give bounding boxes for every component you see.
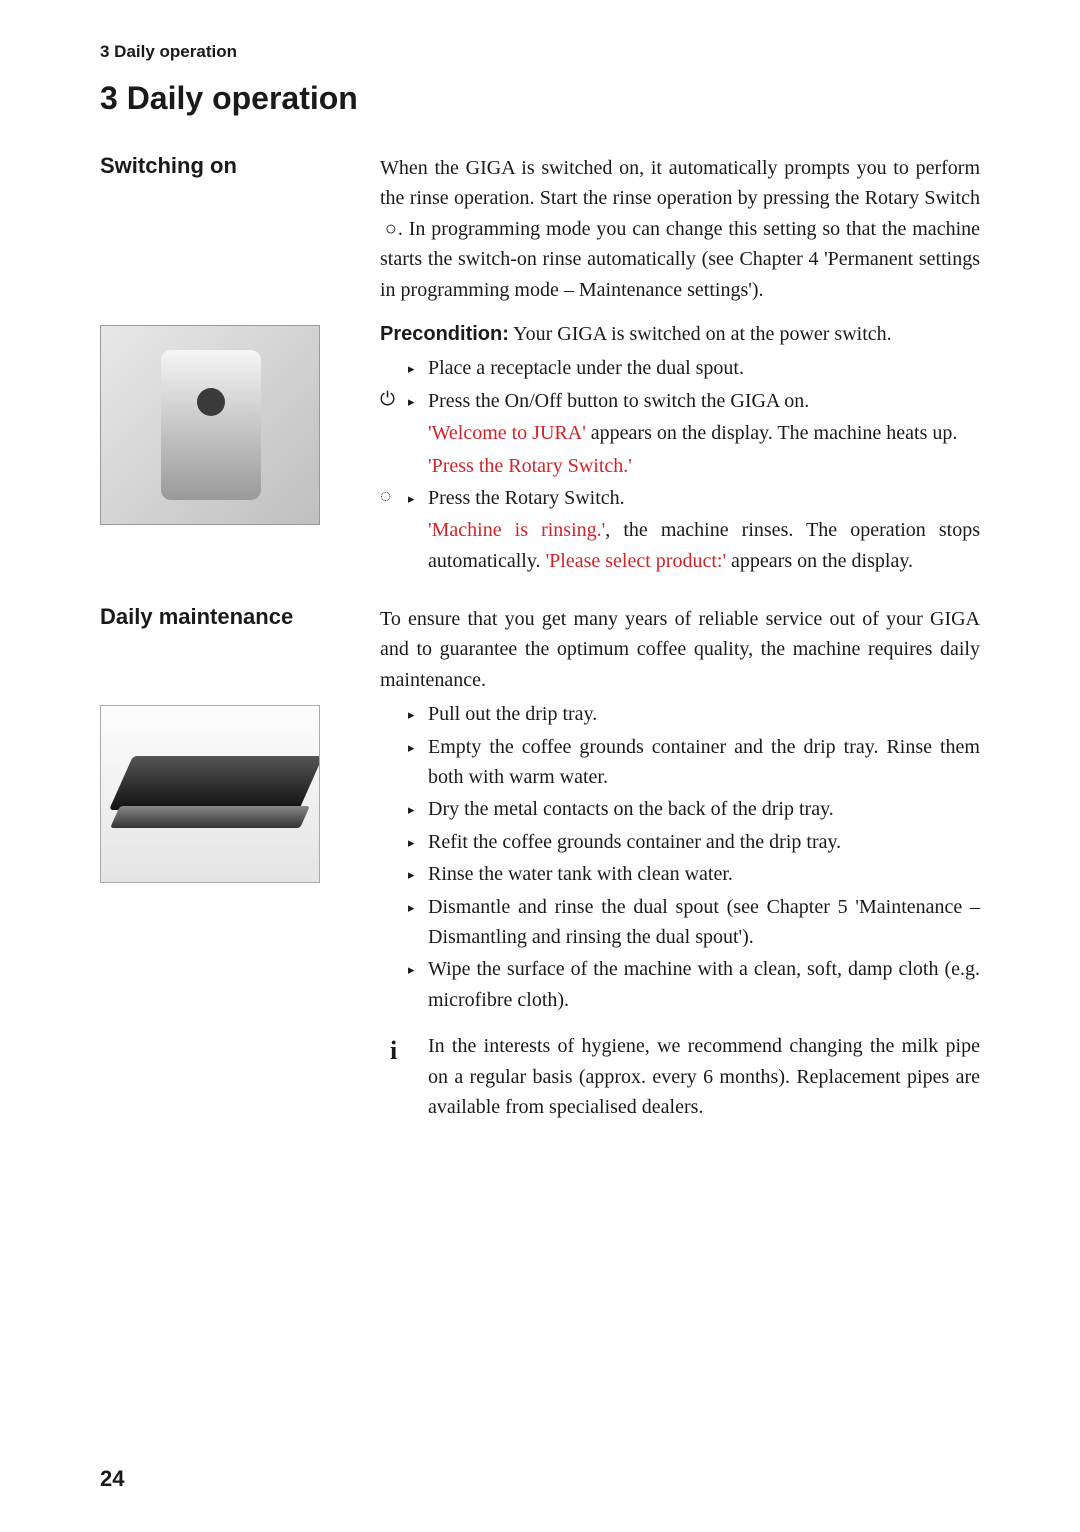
precondition-text: Your GIGA is switched on at the power sw… <box>509 323 892 345</box>
maint-step: ▸ Empty the coffee grounds container and… <box>380 732 980 793</box>
bullet-triangle-icon: ▸ <box>408 892 428 953</box>
section-label-daily-maintenance: Daily maintenance <box>100 604 364 630</box>
rotary-switch-icon: ◌ <box>380 483 408 513</box>
step-text: Place a receptacle under the dual spout. <box>428 353 980 383</box>
figure-drip-tray <box>100 705 320 883</box>
page-number: 24 <box>100 1466 124 1492</box>
maint-step: ▸ Wipe the surface of the machine with a… <box>380 954 980 1015</box>
section-daily-maintenance: Daily maintenance To ensure that you get… <box>100 604 980 699</box>
bullet-triangle-icon: ▸ <box>408 353 428 383</box>
step-text: Pull out the drip tray. <box>428 699 980 729</box>
step-text: Press the On/Off button to switch the GI… <box>428 386 980 416</box>
info-icon: i <box>380 1031 428 1122</box>
display-text: 'Press the Rotary Switch.' <box>428 455 632 477</box>
bullet-triangle-icon: ▸ <box>408 483 428 513</box>
info-text: In the interests of hygiene, we recommen… <box>428 1031 980 1122</box>
precondition-label: Precondition: <box>380 323 509 345</box>
bullet-triangle-icon: ▸ <box>408 827 428 857</box>
maint-step: ▸ Refit the coffee grounds container and… <box>380 827 980 857</box>
display-text: 'Please select product:' <box>546 550 726 572</box>
maint-step: ▸ Dismantle and rinse the dual spout (se… <box>380 892 980 953</box>
step-press-rotary: ◌ ▸ Press the Rotary Switch. <box>380 483 980 513</box>
display-message-line: 'Press the Rotary Switch.' <box>428 451 980 481</box>
step-text: Press the Rotary Switch. <box>428 483 980 513</box>
step-press-onoff: ⏻ ▸ Press the On/Off button to switch th… <box>380 386 980 416</box>
step-text: Empty the coffee grounds container and t… <box>428 732 980 793</box>
display-text: 'Welcome to JURA' <box>428 422 586 444</box>
precondition-line: Precondition: Your GIGA is switched on a… <box>380 319 980 349</box>
display-text: 'Machine is rinsing.' <box>428 519 605 541</box>
intro-paragraph: To ensure that you get many years of rel… <box>380 604 980 695</box>
section-label-switching-on: Switching on <box>100 153 364 179</box>
step-text: Rinse the water tank with clean water. <box>428 859 980 889</box>
bullet-triangle-icon: ▸ <box>408 386 428 416</box>
power-icon: ⏻ <box>380 386 408 416</box>
bullet-triangle-icon: ▸ <box>408 859 428 889</box>
figure-coffee-machine <box>100 325 320 525</box>
step-text: Dry the metal contacts on the back of th… <box>428 794 980 824</box>
display-message-line: 'Machine is rinsing.', the machine rinse… <box>428 515 980 576</box>
intro-paragraph: When the GIGA is switched on, it automat… <box>380 153 980 305</box>
step-place-receptacle: ▸ Place a receptacle under the dual spou… <box>380 353 980 383</box>
step-text: Refit the coffee grounds container and t… <box>428 827 980 857</box>
running-header: 3 Daily operation <box>100 42 980 62</box>
section-switching-on: Switching on When the GIGA is switched o… <box>100 153 980 319</box>
chapter-heading: 3 Daily operation <box>100 80 980 117</box>
step-text: Dismantle and rinse the dual spout (see … <box>428 892 980 953</box>
bullet-triangle-icon: ▸ <box>408 794 428 824</box>
maint-step: ▸ Pull out the drip tray. <box>380 699 980 729</box>
step-text: Wipe the surface of the machine with a c… <box>428 954 980 1015</box>
followup-text: appears on the display. <box>726 550 913 572</box>
info-note: i In the interests of hygiene, we recomm… <box>380 1031 980 1122</box>
maint-step: ▸ Rinse the water tank with clean water. <box>380 859 980 889</box>
maint-step: ▸ Dry the metal contacts on the back of … <box>380 794 980 824</box>
bullet-triangle-icon: ▸ <box>408 699 428 729</box>
display-message-line: 'Welcome to JURA' appears on the display… <box>428 418 980 448</box>
followup-text: appears on the display. The machine heat… <box>586 422 958 444</box>
bullet-triangle-icon: ▸ <box>408 732 428 793</box>
bullet-triangle-icon: ▸ <box>408 954 428 1015</box>
